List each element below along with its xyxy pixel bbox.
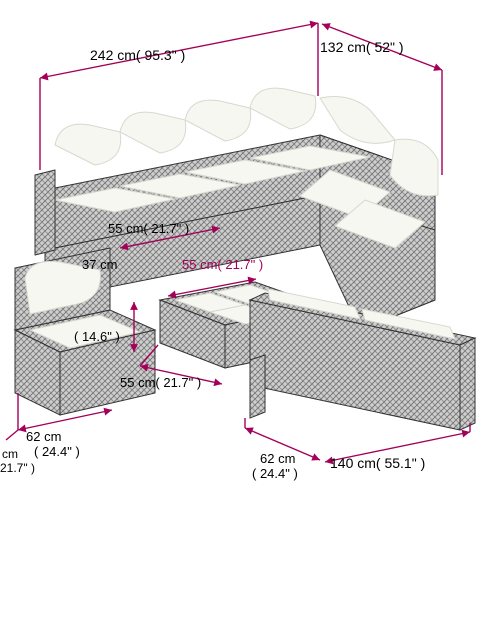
dim-love-d-in: ( 24.4" ) [252,467,298,480]
dim-love-width: 140 cm( 55.1" ) [330,456,425,470]
dim-table-w1: 55 cm( 21.7" ) [108,222,189,235]
dim-chair-d-in: 21.7" ) [0,462,35,474]
dim-width-242: 242 cm( 95.3" ) [90,48,185,62]
dim-chair-d-cm: cm [2,448,18,460]
dim-love-d-cm: 62 cm [260,452,295,465]
dim-table-height-cm: 37 cm [82,258,117,271]
furniture-diagram-svg [0,0,500,641]
dim-table-height-in: ( 14.6" ) [74,330,120,343]
dim-chair-w-cm: 62 cm [26,430,61,443]
dim-table-w2: 55 cm( 21.7" ) [182,258,263,271]
diagram-stage: 242 cm( 95.3" ) 132 cm( 52" ) 55 cm( 21.… [0,0,500,641]
dim-chair-w-in: ( 24.4" ) [34,445,80,458]
dim-depth-132: 132 cm( 52" ) [320,40,404,54]
loveseat [250,289,475,430]
dim-table-depth: 55 cm( 21.7" ) [120,376,201,389]
